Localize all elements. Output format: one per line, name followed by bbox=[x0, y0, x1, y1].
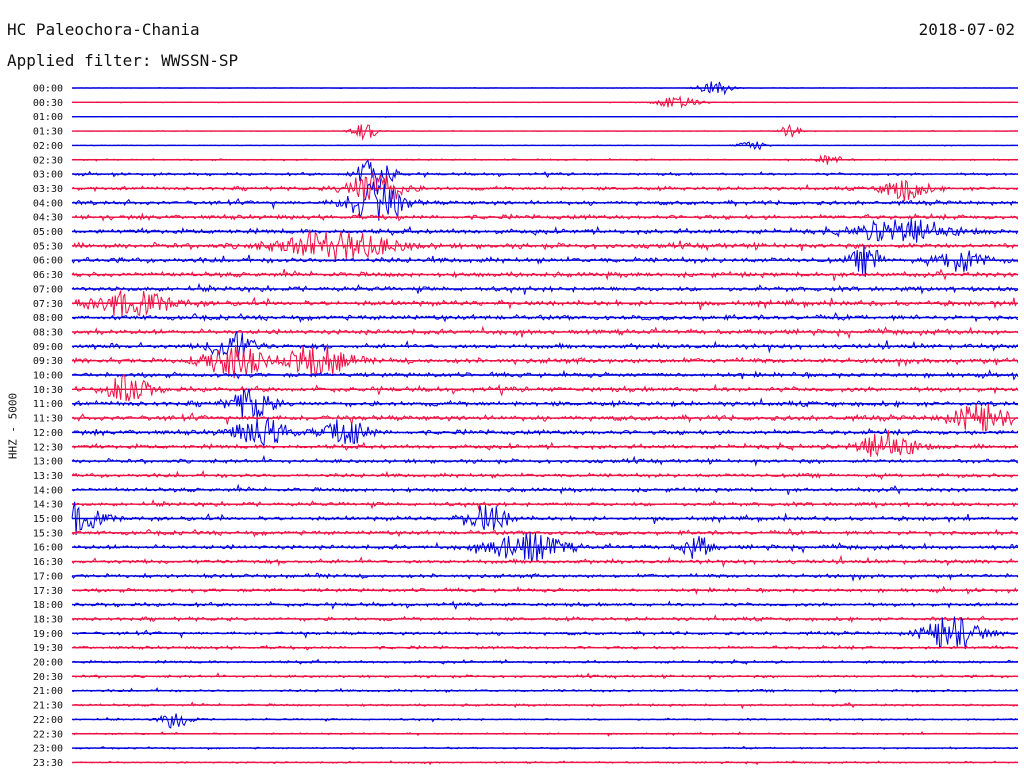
row-time-label: 17:00 bbox=[33, 571, 63, 582]
row-time-label: 00:30 bbox=[33, 98, 63, 109]
row-time-label: 10:30 bbox=[33, 385, 63, 396]
row-time-label: 19:00 bbox=[33, 629, 63, 640]
row-time-label: 09:30 bbox=[33, 356, 63, 367]
row-time-label: 16:30 bbox=[33, 557, 63, 568]
row-time-label: 16:00 bbox=[33, 543, 63, 554]
row-time-label: 18:00 bbox=[33, 600, 63, 611]
row-time-label: 06:30 bbox=[33, 270, 63, 281]
trace-row-1130 bbox=[71, 403, 1019, 432]
row-time-label: 13:30 bbox=[33, 471, 63, 482]
row-time-label: 14:00 bbox=[33, 485, 63, 496]
trace-row-1700 bbox=[71, 572, 1019, 583]
station-title: HC Paleochora-Chania bbox=[7, 20, 200, 39]
row-time-label: 00:00 bbox=[33, 84, 63, 95]
row-time-label: 08:30 bbox=[33, 327, 63, 338]
row-time-label: 06:00 bbox=[33, 256, 63, 267]
row-time-label: 11:00 bbox=[33, 399, 63, 410]
row-time-label: 07:30 bbox=[33, 299, 63, 310]
trace-row-2200 bbox=[71, 713, 1018, 729]
filter-label: Applied filter: WWSSN-SP bbox=[7, 51, 239, 70]
row-time-label: 11:30 bbox=[33, 414, 63, 425]
row-time-label: 22:30 bbox=[33, 729, 63, 740]
row-time-label: 18:30 bbox=[33, 614, 63, 625]
row-time-label: 02:30 bbox=[33, 155, 63, 166]
trace-row-1100 bbox=[71, 387, 1019, 420]
row-time-label: 15:00 bbox=[33, 514, 63, 525]
row-time-label: 05:00 bbox=[33, 227, 63, 238]
trace-row-0530 bbox=[71, 229, 1019, 262]
row-time-label: 23:00 bbox=[33, 744, 63, 755]
trace-row-0830 bbox=[71, 325, 1019, 340]
row-time-label: 03:30 bbox=[33, 184, 63, 195]
row-time-label: 01:30 bbox=[33, 127, 63, 138]
row-time-label: 04:30 bbox=[33, 213, 63, 224]
row-time-label: 20:30 bbox=[33, 672, 63, 683]
row-time-label: 09:00 bbox=[33, 342, 63, 353]
trace-row-0500 bbox=[71, 218, 1019, 243]
row-time-label: 05:30 bbox=[33, 241, 63, 252]
trace-row-1030 bbox=[71, 374, 1019, 402]
row-time-label: 12:00 bbox=[33, 428, 63, 439]
row-time-label: 04:00 bbox=[33, 198, 63, 209]
trace-row-0900 bbox=[71, 330, 1019, 360]
row-time-label: 19:30 bbox=[33, 643, 63, 654]
row-time-label: 17:30 bbox=[33, 586, 63, 597]
trace-row-0630 bbox=[71, 268, 1019, 281]
date-label: 2018-07-02 bbox=[918, 20, 1015, 39]
row-time-label: 20:00 bbox=[33, 658, 63, 669]
row-time-label: 12:30 bbox=[33, 442, 63, 453]
row-time-label: 01:00 bbox=[33, 112, 63, 123]
row-time-label: 22:00 bbox=[33, 715, 63, 726]
row-time-label: 02:00 bbox=[33, 141, 63, 152]
row-time-label: 21:30 bbox=[33, 701, 63, 712]
row-time-label: 15:30 bbox=[33, 528, 63, 539]
row-time-label: 08:00 bbox=[33, 313, 63, 324]
row-time-label: 23:30 bbox=[33, 758, 63, 769]
row-time-label: 13:00 bbox=[33, 457, 63, 468]
row-time-label: 07:00 bbox=[33, 284, 63, 295]
row-time-label: 21:00 bbox=[33, 686, 63, 697]
row-time-label: 03:00 bbox=[33, 170, 63, 181]
row-time-label: 10:00 bbox=[33, 371, 63, 382]
row-time-label: 14:30 bbox=[33, 500, 63, 511]
